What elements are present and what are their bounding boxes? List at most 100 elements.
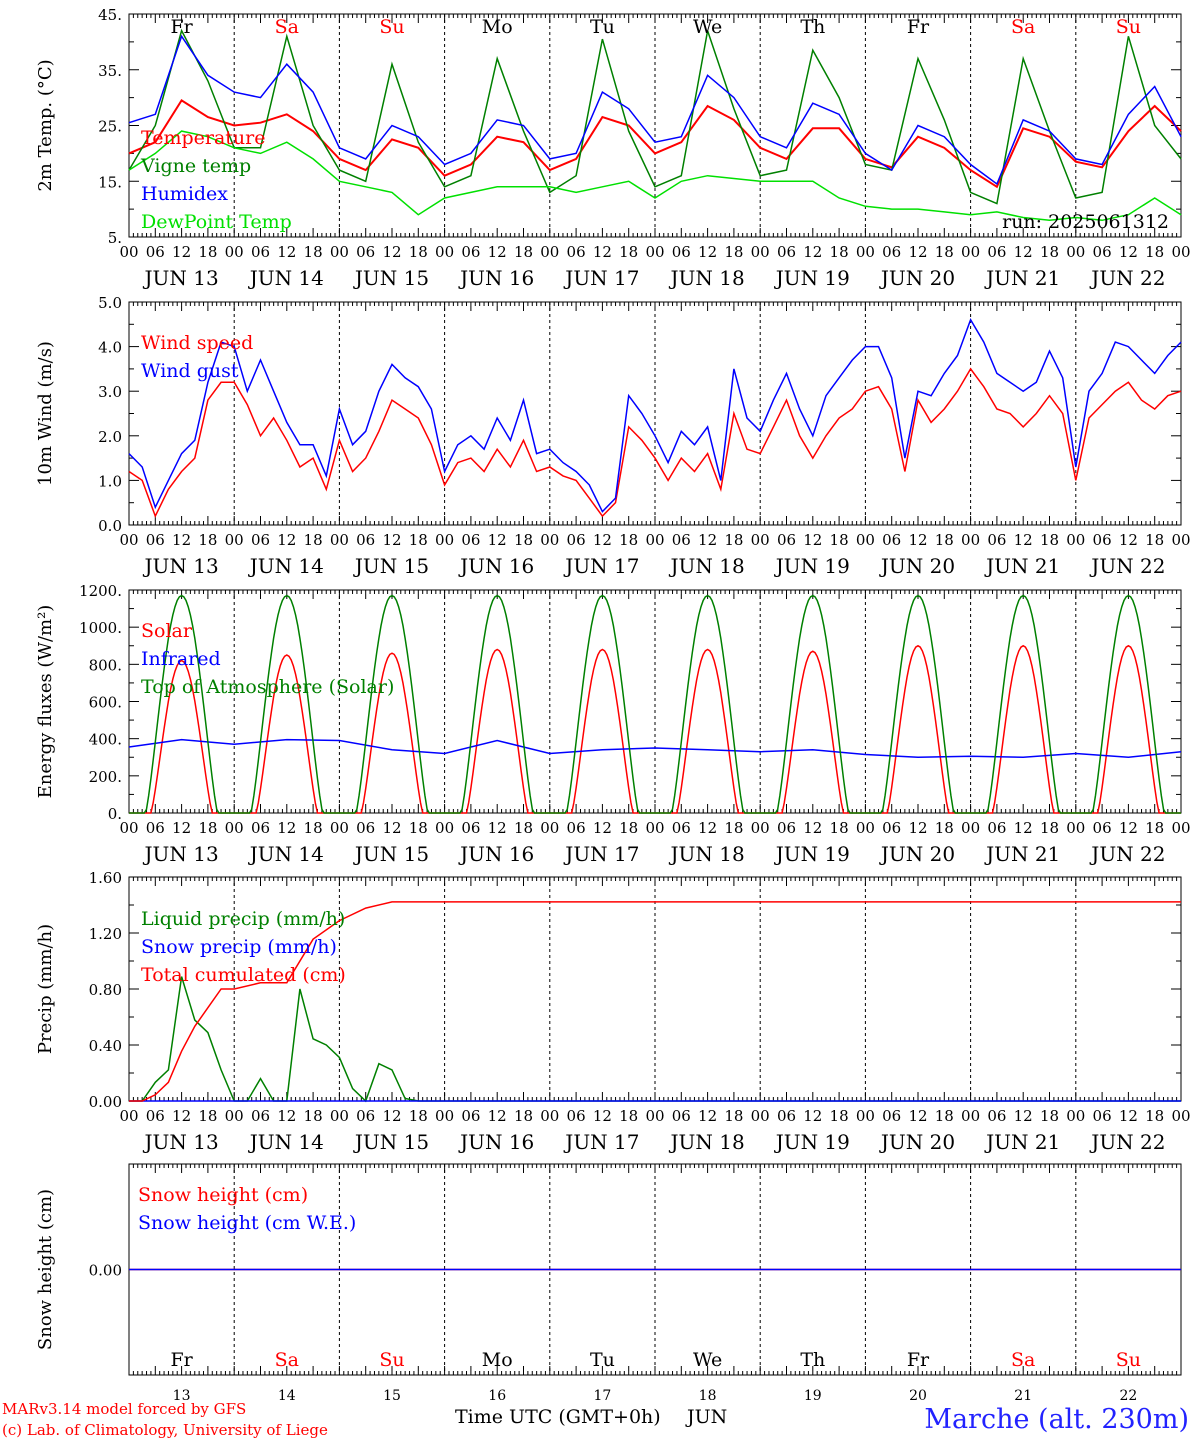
date-label: JUN 18 [669,266,745,290]
hour-tick-label: 06 [356,819,375,837]
date-label: JUN 20 [879,266,955,290]
hour-tick-label: 12 [172,1107,191,1125]
hour-tick-label: 00 [330,531,349,549]
date-label: JUN 14 [248,1130,324,1154]
legend-entry: DewPoint Temp [141,211,292,233]
weekday-label-bottom: Mo [482,1349,513,1371]
legend-entry: Snow height (cm) [138,1184,308,1206]
hour-tick-label: 00 [856,531,875,549]
date-label: JUN 19 [774,842,850,866]
series-line-top-of-atmosphere-solar- [129,594,1181,814]
date-label: JUN 17 [563,554,639,578]
hour-tick-label: 18 [514,531,533,549]
legend-entry: Top of Atmosphere (Solar) [141,676,394,698]
hour-tick-label: 18 [1145,243,1164,261]
hour-tick-label: 12 [277,531,296,549]
hour-tick-label: 00 [540,1107,559,1125]
weekday-label-top: Sa [1011,16,1035,38]
y-tick-label: 4.0 [98,339,122,357]
hour-tick-label: 00 [645,531,664,549]
footer-model: MARv3.14 model forced by GFS [2,1400,246,1418]
y-tick-label: 35. [98,62,122,80]
hour-tick-label: 00 [330,1107,349,1125]
date-label: JUN 17 [563,266,639,290]
date-label: JUN 21 [984,842,1060,866]
hour-tick-label: 06 [987,531,1006,549]
hour-tick-label: 00 [1066,531,1085,549]
legend-entry: Vigne temp [140,155,251,177]
hour-tick-label: 06 [882,1107,901,1125]
hour-tick-label: 00 [330,819,349,837]
hour-tick-label: 12 [593,1107,612,1125]
hour-tick-label: 06 [672,243,691,261]
hour-tick-label: 06 [356,243,375,261]
hour-tick-label: 00 [119,531,138,549]
y-tick-label: 1.60 [89,869,122,887]
hour-tick-label: 18 [1145,531,1164,549]
hour-tick-label: 12 [803,243,822,261]
hour-tick-label: 18 [935,531,954,549]
date-label: JUN 22 [1089,1130,1165,1154]
date-label: JUN 19 [774,266,850,290]
series-line-wind-gust [128,318,1182,513]
hour-tick-label: 12 [277,243,296,261]
weekday-label-bottom: Sa [275,1349,299,1371]
legend-entry: Infrared [141,648,221,670]
hour-tick-label: 00 [751,1107,770,1125]
y-tick-label: 0. [108,805,122,823]
series-line-total-cumulated-cm- [129,901,1181,1102]
hour-tick-label: 00 [435,531,454,549]
hour-tick-label: 06 [882,243,901,261]
hour-tick-label: 12 [277,819,296,837]
hour-tick-label: 12 [908,819,927,837]
weekday-label-bottom: Su [379,1349,404,1371]
date-label: JUN 15 [353,266,429,290]
date-label: JUN 15 [353,842,429,866]
date-label: JUN 16 [458,266,534,290]
hour-tick-label: 06 [567,819,586,837]
hour-tick-label: 12 [698,819,717,837]
hour-tick-label: 12 [1014,243,1033,261]
series-line-infrared [128,738,1182,759]
hour-tick-label: 06 [567,1107,586,1125]
hour-tick-label: 06 [777,1107,796,1125]
hour-tick-label: 18 [619,819,638,837]
hour-tick-label: 00 [225,243,244,261]
hour-tick-label: 00 [751,243,770,261]
series-line-vigne-temp [128,28,1182,205]
panel-2: 0.0 1.0 2.0 3.0 4.0 5.0 10m Wind (m/s) 00 06 12 18… [35,294,1191,578]
legend-entry: Liquid precip (mm/h) [141,908,345,930]
hour-tick-label: 06 [146,1107,165,1125]
date-label: JUN 18 [669,554,745,578]
panel-4: 0.00 0.40 0.80 1.20 1.60 Precip (mm/h) 00 06 12 1… [35,869,1191,1154]
panel-frame [128,589,1182,814]
hour-tick-label: 00 [751,531,770,549]
legend-entry: Temperature [141,127,265,149]
series-line-humidex [128,34,1182,186]
hour-tick-label: 00 [119,243,138,261]
y-tick-label: 45. [98,6,122,24]
hour-tick-label: 12 [803,531,822,549]
hour-tick-label: 18 [1145,1107,1164,1125]
hour-tick-label: 18 [724,243,743,261]
hour-tick-label: 12 [172,531,191,549]
date-label: JUN 15 [353,1130,429,1154]
hour-tick-label: 06 [461,531,480,549]
hour-tick-label: 12 [172,819,191,837]
weekday-label-bottom: Tu [590,1349,615,1371]
hour-tick-label: 06 [1093,1107,1112,1125]
y-tick-label: 5.0 [98,294,122,312]
y-tick-label: 25. [98,118,122,136]
day-number-label: 19 [804,1388,822,1404]
weekday-label-bottom: Th [800,1349,825,1371]
footer-lab: (c) Lab. of Climatology, University of L… [2,1421,328,1439]
weekday-label-top: Su [1116,16,1141,38]
hour-tick-label: 18 [830,531,849,549]
hour-tick-label: 12 [1119,243,1138,261]
hour-tick-label: 00 [540,819,559,837]
hour-tick-label: 12 [488,531,507,549]
hour-tick-label: 00 [961,243,980,261]
y-tick-label: 1.0 [98,472,122,490]
hour-tick-label: 06 [672,819,691,837]
